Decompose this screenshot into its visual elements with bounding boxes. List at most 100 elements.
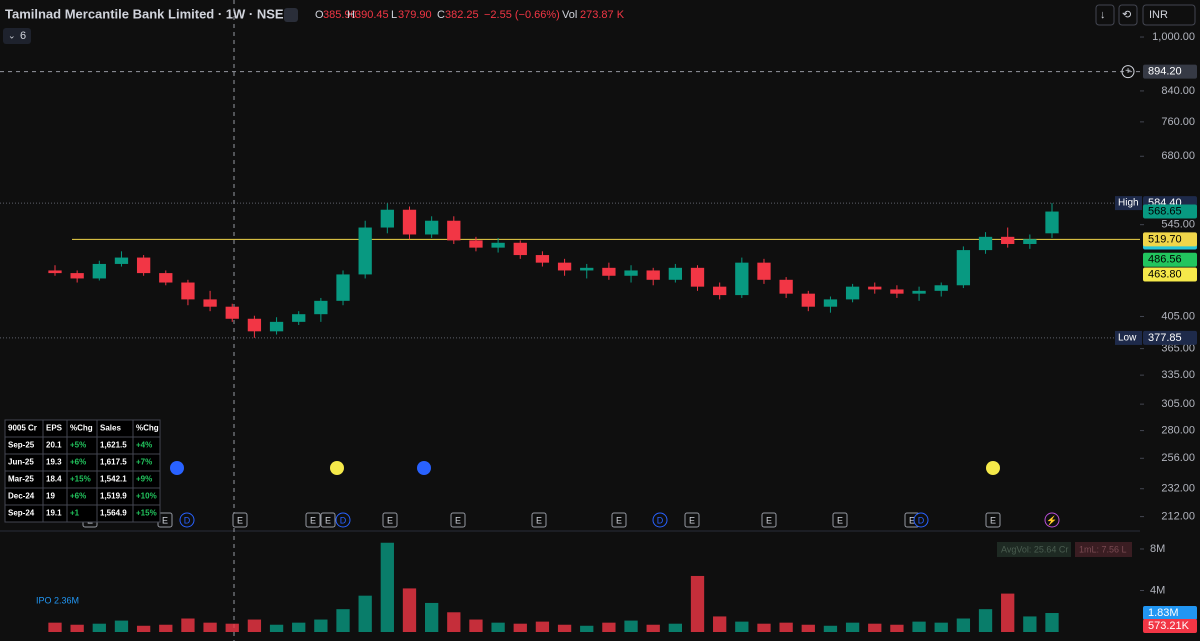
level-badge (1143, 232, 1197, 247)
candle-body (646, 270, 660, 280)
one-month-box (1075, 542, 1132, 557)
table-cell: Sep-25 (8, 441, 35, 450)
event-marker[interactable] (531, 512, 547, 528)
volume-bar (868, 623, 882, 632)
volume-bar (469, 619, 483, 632)
volume-bar (668, 623, 683, 632)
candle-body (114, 257, 129, 264)
add-alert-icon: + (1125, 66, 1131, 77)
volume-bar (1045, 613, 1059, 632)
high-name: High (1118, 198, 1139, 209)
candle-body (845, 286, 860, 300)
event-marker[interactable] (305, 512, 321, 528)
volume-bar (646, 624, 660, 632)
candle-body (380, 209, 394, 228)
volume-bar (779, 622, 793, 632)
price-label: 486.56 (1148, 254, 1182, 266)
low-value: 379.90 (398, 9, 432, 21)
volume-bar (557, 624, 572, 632)
volume-bar (823, 625, 838, 632)
volume-badge (1143, 606, 1197, 621)
level-label: 519.70 (1148, 233, 1182, 245)
download-button[interactable] (1095, 4, 1115, 26)
volume-bar (513, 623, 527, 632)
candle-body (203, 299, 217, 307)
event-marker[interactable] (232, 512, 248, 528)
volume-tick-label: 8M (1150, 543, 1165, 555)
event-marker[interactable] (611, 512, 627, 528)
event-marker[interactable] (913, 512, 929, 528)
currency-select[interactable] (1142, 4, 1196, 26)
y-tick-label: 1,000.00 (1152, 31, 1195, 43)
candle-body (269, 321, 284, 332)
candle-body (402, 209, 417, 235)
volume-bar (380, 542, 394, 632)
event-dot (170, 461, 184, 475)
candle-body (624, 270, 638, 276)
event-marker[interactable] (652, 512, 668, 528)
event-label: D (918, 515, 925, 525)
event-marker[interactable] (985, 512, 1001, 528)
ipo-label: IPO 2.36M (36, 595, 79, 605)
volume-bar (624, 620, 638, 632)
candle-body (557, 262, 572, 271)
candle-body (136, 257, 151, 274)
volume-bar (70, 624, 84, 632)
candle-body (956, 250, 971, 286)
event-label: E (837, 515, 843, 525)
table-cell: 20.1 (46, 441, 62, 450)
candle-body (890, 289, 904, 294)
table-cell: +9% (136, 475, 152, 484)
table-cell: 1,542.1 (100, 475, 127, 484)
event-label: E (237, 515, 243, 525)
volume-badge (1143, 619, 1197, 634)
volume-bar (92, 623, 106, 632)
y-tick-label: 760.00 (1161, 116, 1195, 128)
event-marker[interactable] (382, 512, 398, 528)
download-icon: ↓ (1100, 9, 1106, 21)
indicator-toggle[interactable] (3, 28, 31, 44)
volume-bar (757, 623, 771, 632)
flag-icon[interactable] (284, 8, 298, 22)
add-alert[interactable] (1121, 65, 1135, 79)
candle-body (602, 267, 616, 276)
event-marker[interactable] (761, 512, 777, 528)
y-tick-label: 280.00 (1161, 424, 1195, 436)
table-cell: +10% (136, 492, 157, 501)
candle-body (690, 267, 705, 287)
table-cell: +1 (70, 509, 80, 518)
y-tick-label: 840.00 (1161, 85, 1195, 97)
event-marker[interactable] (320, 512, 336, 528)
candle-body (535, 255, 550, 263)
crosshair-label: 894.20 (1148, 66, 1182, 78)
candle-body (424, 220, 439, 235)
event-marker[interactable] (684, 512, 700, 528)
volume-bar (845, 622, 860, 632)
candle-body (801, 293, 815, 307)
event-marker[interactable] (832, 512, 848, 528)
flash-icon: ⚡ (1046, 514, 1057, 526)
table-cell: 1,564.9 (100, 509, 127, 518)
event-marker[interactable] (450, 512, 466, 528)
y-tick-label: 212.00 (1161, 510, 1195, 522)
event-marker[interactable] (335, 512, 351, 528)
y-tick-label: 365.00 (1161, 343, 1195, 355)
refresh-icon: ⟲ (1122, 9, 1131, 21)
y-tick-label: 232.00 (1161, 483, 1195, 495)
event-marker[interactable] (179, 512, 195, 528)
flash-event[interactable] (1044, 512, 1060, 528)
event-dot (330, 461, 344, 475)
low-badge (1143, 330, 1197, 345)
volume-bar (713, 616, 727, 632)
price-badge (1143, 267, 1197, 282)
event-label: E (990, 515, 996, 525)
refresh-button[interactable] (1118, 4, 1138, 26)
volume-bar (159, 624, 173, 632)
table-cell: 1,621.5 (100, 441, 127, 450)
high-value: 390.45 (355, 9, 389, 21)
candle-body (92, 263, 106, 279)
candle-body (225, 306, 239, 319)
event-label: E (536, 515, 542, 525)
table-cell: 18.4 (46, 475, 62, 484)
